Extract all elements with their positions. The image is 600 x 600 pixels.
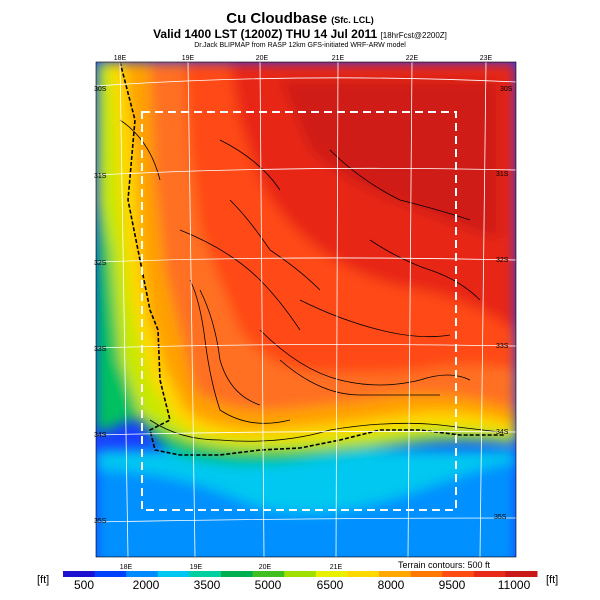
terrain-note: Terrain contours: 500 ft xyxy=(398,560,491,570)
colorbar-swatch xyxy=(442,571,475,577)
colorbar-swatch xyxy=(126,571,159,577)
colorbar-swatch xyxy=(284,571,317,577)
colorbar-swatch xyxy=(505,571,538,577)
svg-text:33S: 33S xyxy=(94,346,107,353)
colorbar-label: 11000 xyxy=(497,578,531,592)
svg-text:31S: 31S xyxy=(94,173,107,180)
lat-labels-left: 30S 31S 32S 33S 34S 35S xyxy=(94,86,107,525)
colorbar-swatch xyxy=(189,571,222,577)
inner-domain-box xyxy=(141,111,457,511)
colorbar xyxy=(63,571,538,577)
svg-text:34S: 34S xyxy=(496,429,509,436)
svg-text:34S: 34S xyxy=(94,432,107,439)
svg-text:31S: 31S xyxy=(496,171,509,178)
svg-text:18E: 18E xyxy=(114,55,127,62)
colorbar-swatch xyxy=(157,571,190,577)
svg-text:19E: 19E xyxy=(190,564,203,571)
lon-labels-top: 18E 19E 20E 21E 22E 23E xyxy=(114,55,493,62)
colorbar-label: 500 xyxy=(73,578,95,592)
svg-text:32S: 32S xyxy=(94,260,107,267)
colorbar-swatch xyxy=(410,571,443,577)
colorbar-label: 6500 xyxy=(316,578,344,592)
svg-text:19E: 19E xyxy=(182,55,195,62)
map-title: Cu Cloudbase (Sfc. LCL) xyxy=(226,10,374,27)
svg-text:33S: 33S xyxy=(496,343,509,350)
svg-text:35S: 35S xyxy=(94,518,107,525)
colorbar-swatch xyxy=(347,571,380,577)
colorbar-swatch xyxy=(379,571,412,577)
model-credit: Dr.Jack BLIPMAP from RASP 12km GFS-initi… xyxy=(194,42,406,49)
svg-text:22E: 22E xyxy=(406,55,419,62)
colorbar-swatch xyxy=(221,571,254,577)
svg-text:20E: 20E xyxy=(256,55,269,62)
colorbar-label: 3500 xyxy=(193,578,221,592)
colorbar-swatch xyxy=(473,571,506,577)
colorbar-swatch xyxy=(315,571,348,577)
grid-lines xyxy=(96,62,516,557)
colorbar-label: 5000 xyxy=(254,578,282,592)
svg-text:18E: 18E xyxy=(120,564,133,571)
lat-labels-right: 30S 31S 32S 33S 34S 35S xyxy=(494,86,513,521)
svg-text:35S: 35S xyxy=(494,514,507,521)
map-field xyxy=(96,62,516,557)
colorbar-swatch xyxy=(94,571,127,577)
valid-time: Valid 1400 LST (1200Z) THU 14 Jul 2011 [… xyxy=(153,27,447,41)
terrain-contours xyxy=(119,119,501,442)
svg-text:32S: 32S xyxy=(496,257,509,264)
svg-text:23E: 23E xyxy=(480,55,493,62)
svg-text:21E: 21E xyxy=(332,55,345,62)
svg-text:30S: 30S xyxy=(94,86,107,93)
colorbar-label: 9500 xyxy=(438,578,466,592)
unit-right: [ft] xyxy=(546,574,559,586)
colorbar-swatch xyxy=(63,571,96,577)
unit-left: [ft] xyxy=(37,574,50,586)
colorbar-swatch xyxy=(252,571,285,577)
svg-text:21E: 21E xyxy=(330,564,343,571)
colorbar-label: 2000 xyxy=(132,578,160,592)
colorbar-label: 8000 xyxy=(377,578,405,592)
lon-labels-bottom: 18E 19E 20E 21E xyxy=(120,564,343,571)
svg-text:30S: 30S xyxy=(500,86,513,93)
svg-text:20E: 20E xyxy=(259,564,272,571)
coastline xyxy=(119,62,505,456)
